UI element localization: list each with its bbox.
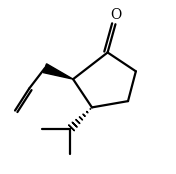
Polygon shape bbox=[76, 119, 80, 124]
Polygon shape bbox=[86, 111, 88, 113]
Polygon shape bbox=[43, 64, 73, 79]
Polygon shape bbox=[79, 117, 83, 120]
Text: O: O bbox=[110, 8, 121, 22]
Polygon shape bbox=[83, 114, 85, 116]
Polygon shape bbox=[68, 125, 74, 131]
Polygon shape bbox=[72, 122, 77, 127]
